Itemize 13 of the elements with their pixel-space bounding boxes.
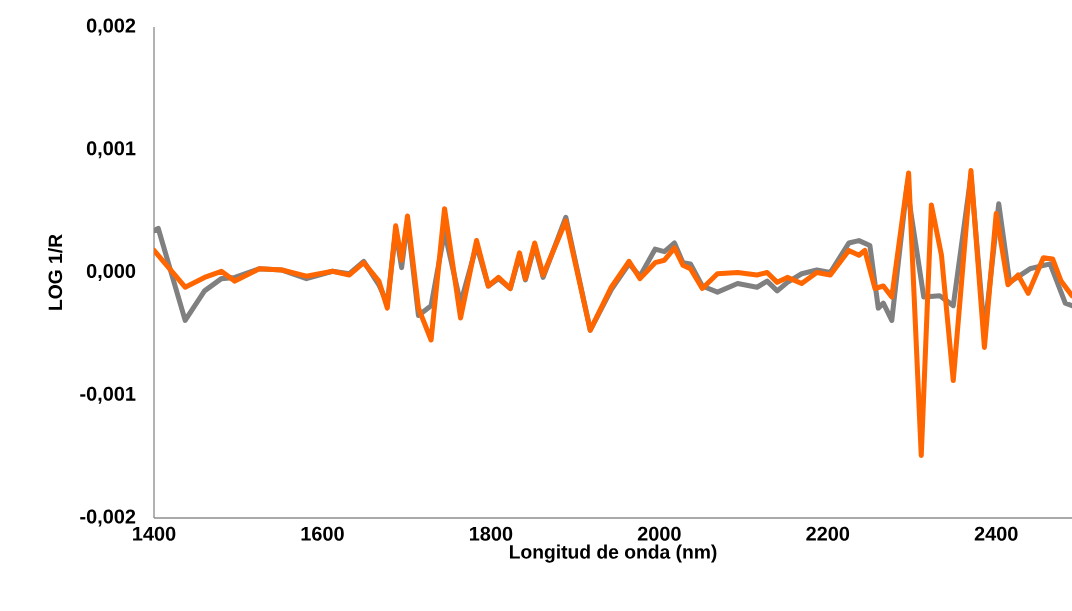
y-tick-label: 0,000 (86, 263, 136, 281)
y-axis-title: LOG 1/R (48, 234, 63, 310)
y-tick-label: -0,002 (80, 509, 136, 527)
x-tick-label: 1600 (301, 526, 344, 541)
y-tick-label: 0,002 (86, 18, 136, 36)
x-tick-label: 2400 (974, 526, 1018, 541)
x-tick-label: 1800 (469, 526, 513, 541)
x-tick-label: 1400 (133, 526, 176, 541)
y-tick-label: -0,001 (80, 386, 136, 404)
x-tick-label: 2200 (806, 526, 850, 541)
x-tick-label: 2000 (637, 526, 681, 541)
y-tick-label: 0,001 (86, 141, 136, 159)
x-axis-title: Longitud de onda (nm) (509, 544, 717, 563)
